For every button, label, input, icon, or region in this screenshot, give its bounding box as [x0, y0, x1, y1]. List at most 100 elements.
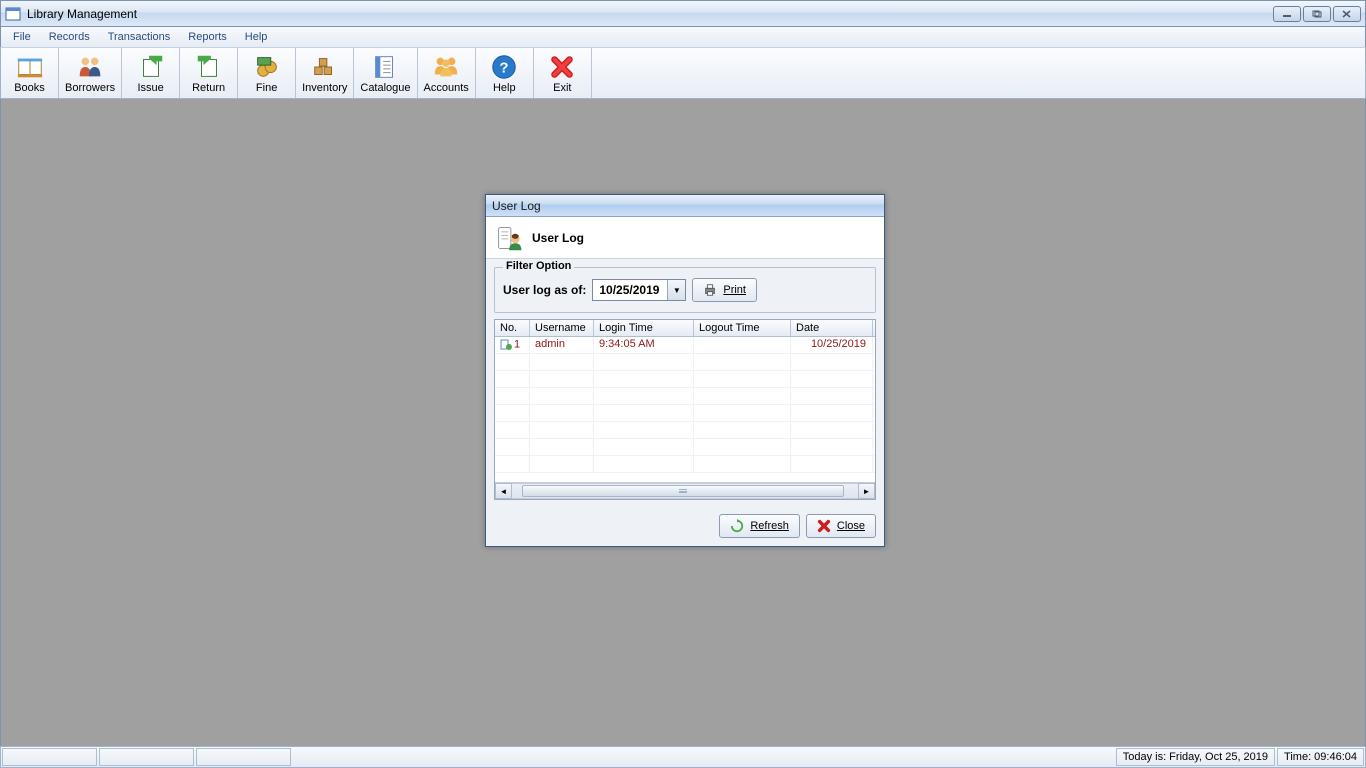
user-log-grid: No. Username Login Time Logout Time Date: [494, 319, 876, 500]
column-date[interactable]: Date: [791, 320, 873, 336]
row-icon: [500, 338, 513, 351]
refresh-button[interactable]: Refresh: [719, 514, 800, 538]
date-picker[interactable]: 10/25/2019 ▼: [592, 279, 686, 301]
menubar: File Records Transactions Reports Help: [0, 27, 1366, 47]
dialog-header-title: User Log: [532, 231, 584, 245]
books-icon: [15, 52, 45, 82]
toolbar-books-button[interactable]: Books: [1, 48, 59, 98]
maximize-button[interactable]: [1303, 6, 1331, 22]
toolbar-fine-label: Fine: [256, 82, 277, 94]
close-dialog-icon: [817, 519, 831, 533]
toolbar-fine-button[interactable]: Fine: [238, 48, 296, 98]
menu-transactions[interactable]: Transactions: [100, 29, 179, 45]
scroll-left-button[interactable]: ◄: [495, 483, 512, 499]
column-username[interactable]: Username: [530, 320, 594, 336]
user-log-dialog: User Log User Log Filter Option User: [485, 194, 885, 547]
grid-header: No. Username Login Time Logout Time Date: [495, 320, 875, 337]
table-row: [495, 405, 875, 422]
close-button[interactable]: [1333, 6, 1361, 22]
fine-icon: [252, 52, 282, 82]
borrowers-icon: [75, 52, 105, 82]
cell-username: admin: [530, 337, 594, 353]
print-icon: [703, 283, 717, 297]
toolbar-issue-button[interactable]: Issue: [122, 48, 180, 98]
column-no[interactable]: No.: [495, 320, 530, 336]
column-login-time[interactable]: Login Time: [594, 320, 694, 336]
toolbar-help-button[interactable]: ? Help: [476, 48, 534, 98]
date-value: 10/25/2019: [593, 283, 667, 297]
dialog-footer: Refresh Close: [486, 508, 884, 546]
horizontal-scrollbar[interactable]: ◄ ►: [495, 482, 875, 499]
exit-icon: [547, 52, 577, 82]
issue-icon: [136, 52, 166, 82]
status-time: Time: 09:46:04: [1277, 748, 1364, 766]
toolbar-accounts-button[interactable]: Accounts: [418, 48, 476, 98]
print-label: Print: [723, 284, 746, 296]
toolbar-borrowers-label: Borrowers: [65, 82, 115, 94]
refresh-label: Refresh: [750, 520, 789, 532]
dialog-titlebar[interactable]: User Log: [486, 195, 884, 217]
filter-option-legend: Filter Option: [503, 260, 574, 272]
close-icon: [1342, 10, 1352, 18]
toolbar-catalogue-button[interactable]: Catalogue: [354, 48, 417, 98]
close-dialog-button[interactable]: Close: [806, 514, 876, 538]
table-row: [495, 371, 875, 388]
dialog-body: Filter Option User log as of: 10/25/2019…: [486, 259, 884, 508]
table-row[interactable]: 1 admin 9:34:05 AM 10/25/2019: [495, 337, 875, 354]
return-icon: [194, 52, 224, 82]
minimize-icon: [1282, 10, 1292, 18]
app-title: Library Management: [27, 7, 1273, 21]
statusbar: Today is: Friday, Oct 25, 2019 Time: 09:…: [0, 746, 1366, 768]
catalogue-icon: [370, 52, 400, 82]
table-row: [495, 422, 875, 439]
refresh-icon: [730, 519, 744, 533]
maximize-icon: [1312, 10, 1322, 18]
column-logout-time[interactable]: Logout Time: [694, 320, 791, 336]
titlebar: Library Management: [0, 0, 1366, 27]
toolbar-exit-button[interactable]: Exit: [534, 48, 592, 98]
toolbar: Books Borrowers Issue Return: [0, 47, 1366, 99]
status-panel-2: [99, 748, 194, 766]
menu-help[interactable]: Help: [237, 29, 276, 45]
user-log-icon: [496, 224, 524, 252]
inventory-icon: [310, 52, 340, 82]
date-dropdown-button[interactable]: ▼: [667, 280, 685, 300]
print-button[interactable]: Print: [692, 278, 757, 302]
toolbar-accounts-label: Accounts: [424, 82, 469, 94]
toolbar-return-button[interactable]: Return: [180, 48, 238, 98]
status-today: Today is: Friday, Oct 25, 2019: [1116, 748, 1275, 766]
toolbar-help-label: Help: [493, 82, 516, 94]
minimize-button[interactable]: [1273, 6, 1301, 22]
app-window: Library Management File Records Transact…: [0, 0, 1366, 768]
toolbar-exit-label: Exit: [553, 82, 571, 94]
svg-text:?: ?: [500, 60, 509, 77]
table-row: [495, 439, 875, 456]
scroll-track[interactable]: [512, 483, 858, 499]
filter-label: User log as of:: [503, 283, 586, 297]
scroll-thumb[interactable]: [522, 485, 844, 497]
table-row: [495, 388, 875, 405]
toolbar-borrowers-button[interactable]: Borrowers: [59, 48, 122, 98]
filter-option-fieldset: Filter Option User log as of: 10/25/2019…: [494, 267, 876, 313]
toolbar-catalogue-label: Catalogue: [360, 82, 410, 94]
mdi-client-area: User Log User Log Filter Option User: [0, 99, 1366, 746]
cell-login-time: 9:34:05 AM: [594, 337, 694, 353]
menu-records[interactable]: Records: [41, 29, 98, 45]
cell-logout-time: [694, 337, 791, 353]
toolbar-inventory-button[interactable]: Inventory: [296, 48, 354, 98]
menu-reports[interactable]: Reports: [180, 29, 235, 45]
help-icon: ?: [489, 52, 519, 82]
cell-date: 10/25/2019: [791, 337, 873, 353]
filter-row: User log as of: 10/25/2019 ▼: [503, 278, 867, 302]
cell-no: 1: [495, 337, 530, 353]
status-panel-1: [2, 748, 97, 766]
grid-body[interactable]: 1 admin 9:34:05 AM 10/25/2019: [495, 337, 875, 482]
menu-file[interactable]: File: [5, 29, 39, 45]
dialog-title: User Log: [492, 199, 541, 213]
accounts-icon: [431, 52, 461, 82]
scroll-right-button[interactable]: ►: [858, 483, 875, 499]
status-panel-3: [196, 748, 291, 766]
toolbar-books-label: Books: [14, 82, 45, 94]
toolbar-return-label: Return: [192, 82, 225, 94]
table-row: [495, 354, 875, 371]
